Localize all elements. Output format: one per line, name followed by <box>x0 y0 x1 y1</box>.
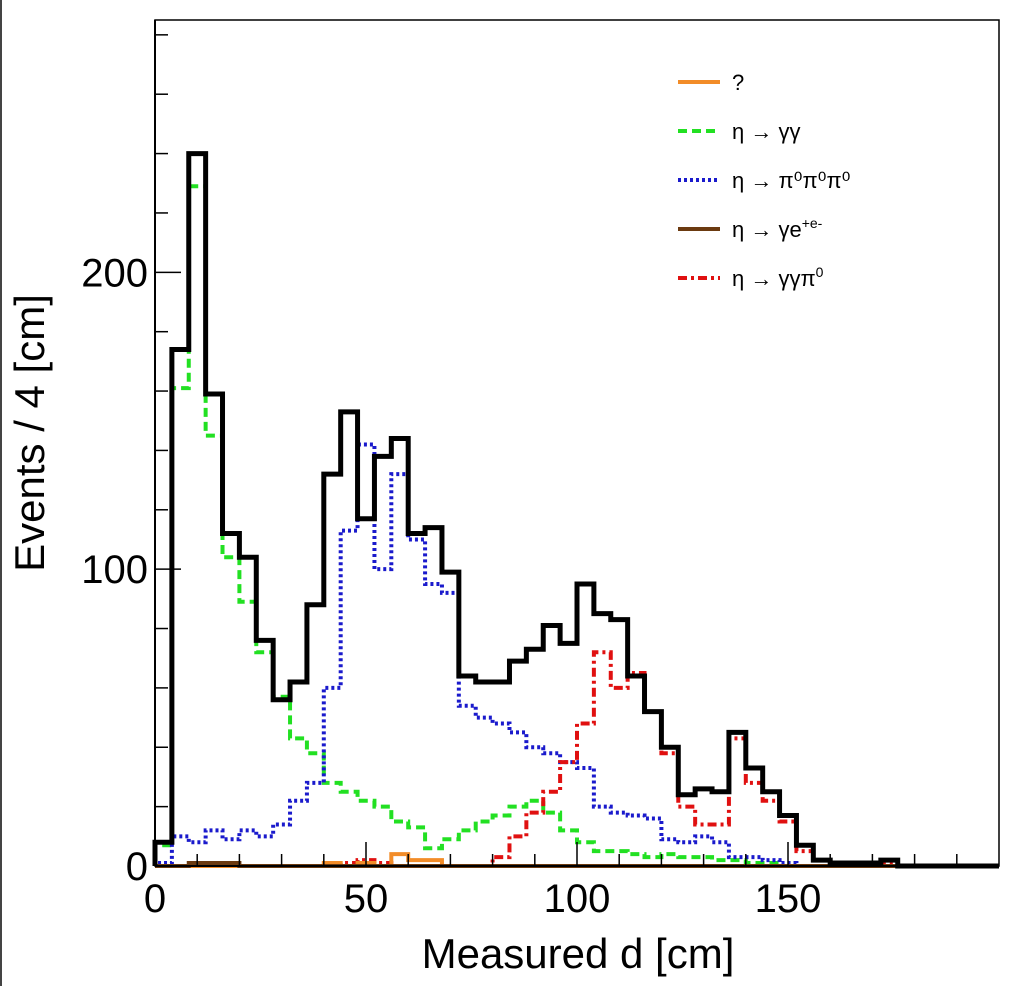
y-axis-label: Events / 4 [cm] <box>6 294 53 572</box>
y-tick-label: 100 <box>81 548 148 592</box>
y-tick-label: 200 <box>81 251 148 295</box>
legend-label-2: η → π⁰π⁰π⁰ <box>732 168 851 193</box>
series-line-2 <box>153 442 999 868</box>
x-tick-label: 0 <box>144 877 166 921</box>
legend-label-0: ? <box>732 70 744 95</box>
y-tick-label: 0 <box>126 845 148 889</box>
total-histogram-line <box>152 151 999 869</box>
x-tick-label: 100 <box>544 877 611 921</box>
legend-label-1: η → γγ <box>732 119 800 144</box>
x-tick-label: 150 <box>755 877 822 921</box>
legend-label-4: η → γγπ0 <box>732 264 824 291</box>
x-axis-label: Measured d [cm] <box>422 930 735 977</box>
x-tick-label: 50 <box>344 877 389 921</box>
axes: 0 50 100 150 0 100 200 <box>81 19 1000 921</box>
